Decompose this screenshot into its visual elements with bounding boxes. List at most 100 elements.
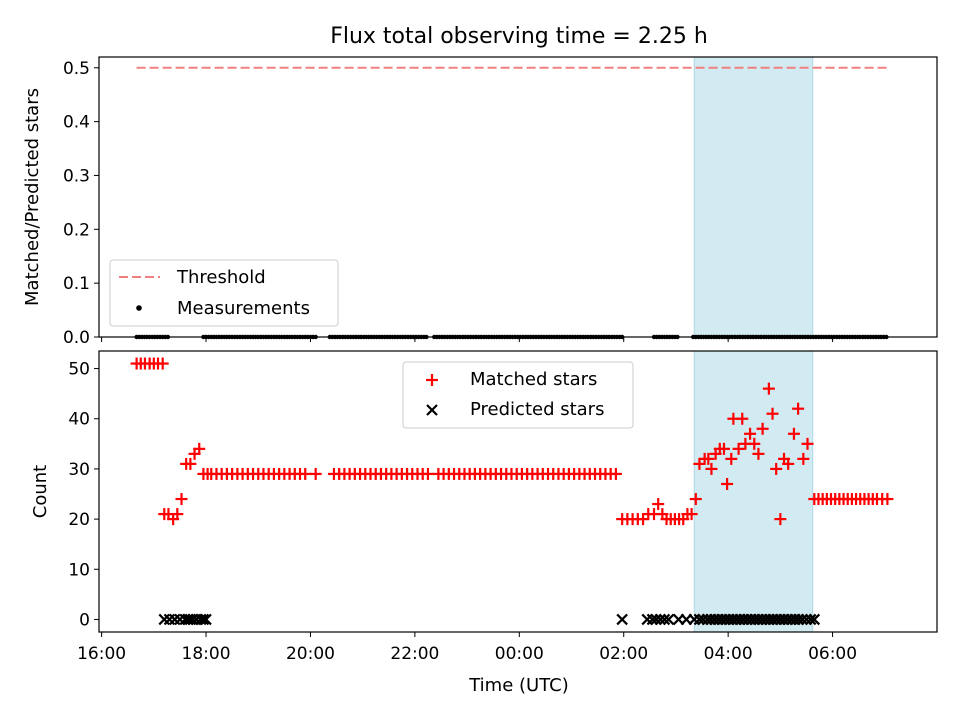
predicted-stars-legend-swatch (426, 404, 438, 416)
matched-star-point (736, 412, 749, 425)
ratio-y-tick-label: 0.3 (63, 166, 90, 186)
count-y-tick-label: 0 (79, 610, 90, 630)
matched-star-point (766, 407, 779, 420)
predicted-star-point (796, 613, 809, 626)
matched-star-point (787, 427, 800, 440)
ratio-y-tick-label: 0.2 (63, 220, 90, 240)
count-panel-frame (98, 350, 938, 633)
matched-star-point (685, 508, 698, 521)
cross-b (658, 613, 671, 626)
matched-star-point (702, 452, 715, 465)
matched-star-point (184, 457, 197, 470)
matched-star-point (705, 462, 718, 475)
cross-b (616, 613, 628, 626)
matched-star-point (762, 382, 775, 395)
cross-b (650, 613, 662, 626)
matched-star-point (689, 493, 702, 506)
count-x-tick-label: 22:00 (390, 644, 439, 664)
matched-star-point (156, 357, 169, 370)
count-y-tick-label: 20 (68, 510, 90, 530)
shade-rect-top (693, 56, 814, 338)
count-x-tick-label: 02:00 (599, 644, 648, 664)
count-y-ticks: 0 10 20 30 40 50 (68, 360, 99, 630)
matched-star-point (774, 513, 787, 526)
measurements-series (134, 334, 889, 340)
ratio-panel: 0.0 0.1 0.2 0.3 0.4 0.5 Matched/Predicted sta… (22, 56, 938, 348)
count-legend: Matched stars Predicted stars (402, 361, 634, 429)
matched-star-point (721, 477, 734, 490)
matched-star-point (748, 437, 761, 450)
ratio-legend-box (109, 259, 339, 327)
measurements-legend-label: Measurements (177, 298, 310, 319)
predicted-star-point (200, 613, 212, 626)
predicted-star-point (168, 613, 181, 626)
x-axis-label: Time (UTC) (468, 675, 569, 696)
count-y-tick-label: 10 (68, 560, 90, 580)
count-y-tick-label: 50 (68, 360, 90, 380)
count-x-tick-label: 06:00 (808, 644, 857, 664)
cross-b (654, 613, 667, 626)
count-panel: 0 10 20 30 40 50 16:00 18:00 20:00 22:00 00:00 02:… (30, 350, 938, 696)
cross-b (804, 613, 817, 626)
matched-star-point (752, 447, 765, 460)
matched-star-point (717, 442, 730, 455)
cross-b (200, 613, 212, 626)
count-series (130, 357, 894, 626)
chart-title: Flux total observing time = 2.25 h (330, 24, 708, 49)
predicted-star-point (658, 613, 671, 626)
matched-star-point (732, 442, 745, 455)
shade-rect-bottom (693, 350, 814, 633)
matched-star-point (782, 457, 795, 470)
ratio-y-tick-label: 0.4 (63, 113, 90, 133)
count-x-tick-label: 04:00 (704, 644, 753, 664)
matched-star-point (770, 462, 783, 475)
legend-plus-marker (426, 374, 438, 386)
matched-star-point (744, 427, 757, 440)
matched-star-point (171, 508, 184, 521)
cross-b (808, 613, 821, 626)
predicted-star-point (654, 613, 667, 626)
matched-star-point (801, 437, 814, 450)
matched-star-point (756, 422, 769, 435)
count-x-tick-label: 00:00 (495, 644, 544, 664)
ratio-y-ticks: 0.0 0.1 0.2 0.3 0.4 0.5 (63, 59, 99, 348)
predicted-star-point (641, 613, 654, 626)
predicted-star-point (616, 613, 628, 626)
matched-stars-legend-label: Matched stars (470, 369, 597, 390)
ratio-y-tick-label: 0.1 (63, 274, 90, 294)
predicted-star-point (808, 613, 821, 626)
cross-b (197, 613, 210, 626)
count-legend-box (402, 361, 634, 429)
predicted-stars-legend-label: Predicted stars (470, 399, 604, 420)
cross-b (662, 613, 675, 626)
count-y-tick-label: 30 (68, 460, 90, 480)
matched-star-point (193, 442, 206, 455)
predicted-star-point (804, 613, 817, 626)
matched-star-point (309, 467, 322, 480)
predicted-star-point (158, 613, 171, 626)
count-x-tick-label: 20:00 (286, 644, 335, 664)
observing-window-shade-top (693, 56, 814, 338)
matched-star-point (881, 493, 894, 506)
predicted-star-point (197, 613, 210, 626)
cross-b (796, 613, 809, 626)
cross-b (426, 404, 438, 416)
matched-stars-legend-swatch (426, 374, 438, 386)
count-x-tick-label: 16:00 (77, 644, 126, 664)
observing-window-shade-bottom (693, 350, 814, 633)
matched-star-point (299, 467, 312, 480)
ratio-panel-frame (98, 56, 938, 338)
matched-star-point (652, 498, 665, 511)
ratio-y-tick-label: 0.5 (63, 59, 90, 79)
measurements-legend-swatch (136, 305, 142, 311)
matched-star-point (609, 467, 622, 480)
count-y-tick-label: 40 (68, 410, 90, 430)
matched-star-point (421, 467, 434, 480)
count-x-ticks: 16:00 18:00 20:00 22:00 00:00 02:00 04:00 06:00 (77, 632, 857, 664)
matched-star-point (725, 452, 738, 465)
count-y-axis-label: Count (30, 465, 51, 518)
ratio-legend: Threshold Measurements (109, 259, 339, 327)
count-x-tick-label: 18:00 (182, 644, 231, 664)
matched-star-point (792, 402, 805, 415)
